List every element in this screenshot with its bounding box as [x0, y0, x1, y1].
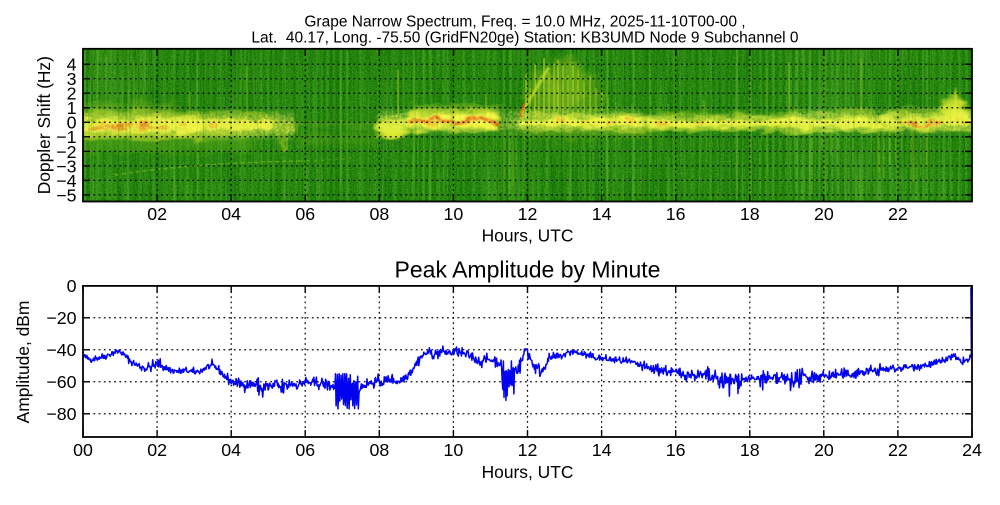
svg-text:−2: −2 [56, 142, 76, 162]
svg-text:04: 04 [221, 440, 241, 460]
svg-text:06: 06 [295, 204, 315, 224]
svg-text:−4: −4 [56, 171, 76, 191]
svg-text:08: 08 [369, 440, 389, 460]
svg-text:Lat. 40.17, Long. -75.50 (Gri: Lat. 40.17, Long. -75.50 (GridFN20ge) St… [251, 29, 799, 46]
svg-text:−5: −5 [56, 185, 76, 205]
svg-text:14: 14 [592, 204, 612, 224]
svg-text:−20: −20 [46, 308, 76, 328]
svg-text:06: 06 [295, 440, 315, 460]
svg-text:Amplitude, dBm: Amplitude, dBm [13, 301, 33, 424]
svg-text:22: 22 [888, 204, 908, 224]
svg-text:18: 18 [740, 204, 760, 224]
svg-text:−3: −3 [56, 156, 76, 176]
svg-text:22: 22 [888, 440, 908, 460]
svg-text:0: 0 [67, 276, 77, 296]
svg-text:12: 12 [518, 440, 538, 460]
svg-text:24: 24 [962, 440, 982, 460]
svg-text:16: 16 [666, 204, 686, 224]
svg-text:Peak Amplitude by Minute: Peak Amplitude by Minute [395, 257, 661, 283]
svg-text:Hours, UTC: Hours, UTC [482, 226, 574, 246]
svg-text:12: 12 [518, 204, 538, 224]
svg-text:3: 3 [67, 69, 77, 89]
svg-text:−1: −1 [56, 127, 76, 147]
svg-text:02: 02 [147, 440, 167, 460]
svg-text:2: 2 [67, 84, 77, 104]
svg-text:1: 1 [67, 98, 77, 118]
svg-text:16: 16 [666, 440, 686, 460]
svg-text:04: 04 [221, 204, 241, 224]
svg-text:−80: −80 [46, 404, 76, 424]
svg-text:0: 0 [67, 113, 77, 133]
svg-text:14: 14 [592, 440, 612, 460]
svg-text:02: 02 [147, 204, 167, 224]
svg-text:18: 18 [740, 440, 760, 460]
svg-text:10: 10 [444, 204, 464, 224]
svg-text:08: 08 [369, 204, 389, 224]
svg-text:20: 20 [814, 204, 834, 224]
svg-text:−40: −40 [46, 340, 76, 360]
svg-text:Grape Narrow Spectrum, Freq. =: Grape Narrow Spectrum, Freq. = 10.0 MHz,… [304, 13, 745, 30]
svg-text:4: 4 [67, 55, 77, 75]
svg-text:20: 20 [814, 440, 834, 460]
svg-text:00: 00 [73, 440, 93, 460]
svg-text:Doppler Shift (Hz): Doppler Shift (Hz) [34, 56, 54, 194]
svg-text:10: 10 [444, 440, 464, 460]
svg-text:Hours, UTC: Hours, UTC [482, 462, 574, 482]
svg-text:−60: −60 [46, 372, 76, 392]
